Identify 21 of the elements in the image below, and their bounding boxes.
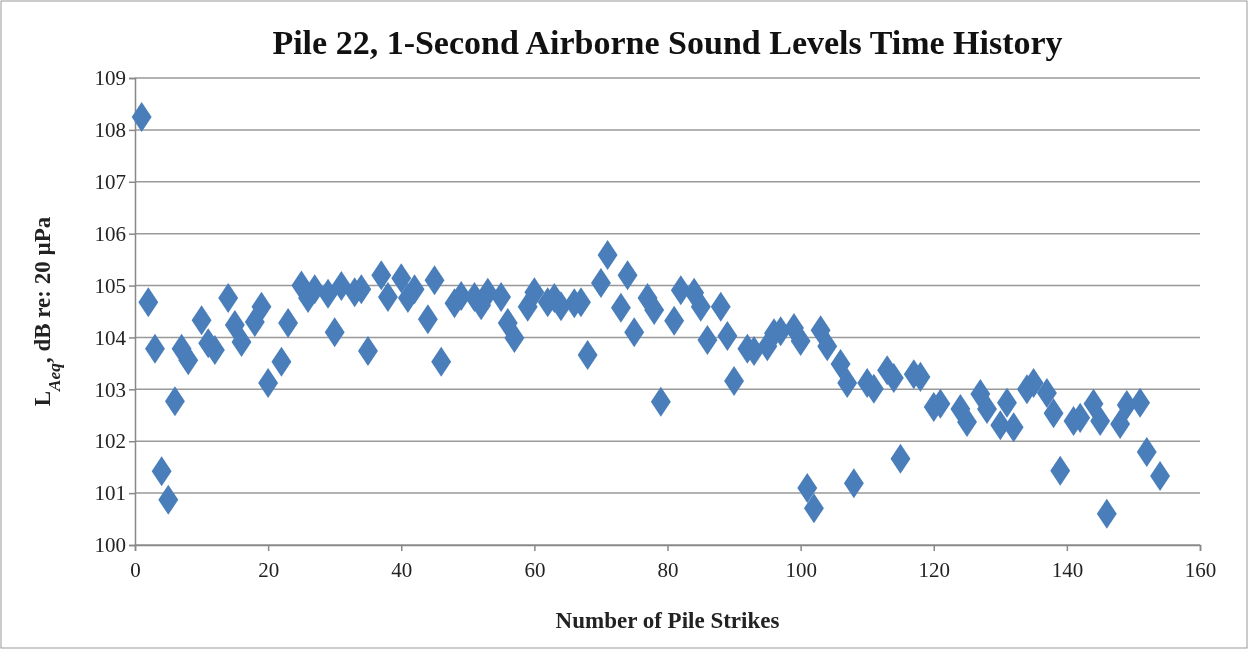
y-tick-label: 104 xyxy=(94,325,127,350)
y-tick-label: 109 xyxy=(94,66,126,91)
x-tick-label: 140 xyxy=(1051,558,1084,583)
x-tick-label: 80 xyxy=(657,558,679,583)
x-tick-label: 40 xyxy=(391,558,413,583)
x-tick-label: 60 xyxy=(524,558,546,583)
x-tick-label: 160 xyxy=(1184,558,1217,583)
y-tick-label: 106 xyxy=(94,221,126,246)
y-tick-label: 102 xyxy=(94,429,126,454)
x-tick-label: 100 xyxy=(785,558,817,583)
x-tick-label: 20 xyxy=(258,558,280,583)
y-tick-label: 103 xyxy=(94,377,126,402)
y-tick-label: 100 xyxy=(94,533,126,558)
y-tick-label: 107 xyxy=(94,170,126,194)
y-tick-label: 101 xyxy=(94,481,126,506)
y-tick-label: 108 xyxy=(94,118,126,143)
y-tick-label: 105 xyxy=(94,273,126,298)
x-tick-label: 120 xyxy=(918,558,950,583)
x-axis-title: Number of Pile Strikes xyxy=(555,608,780,633)
chart-title: Pile 22, 1-Second Airborne Sound Levels Time History xyxy=(272,24,1063,61)
x-tick-label: 0 xyxy=(130,558,141,583)
